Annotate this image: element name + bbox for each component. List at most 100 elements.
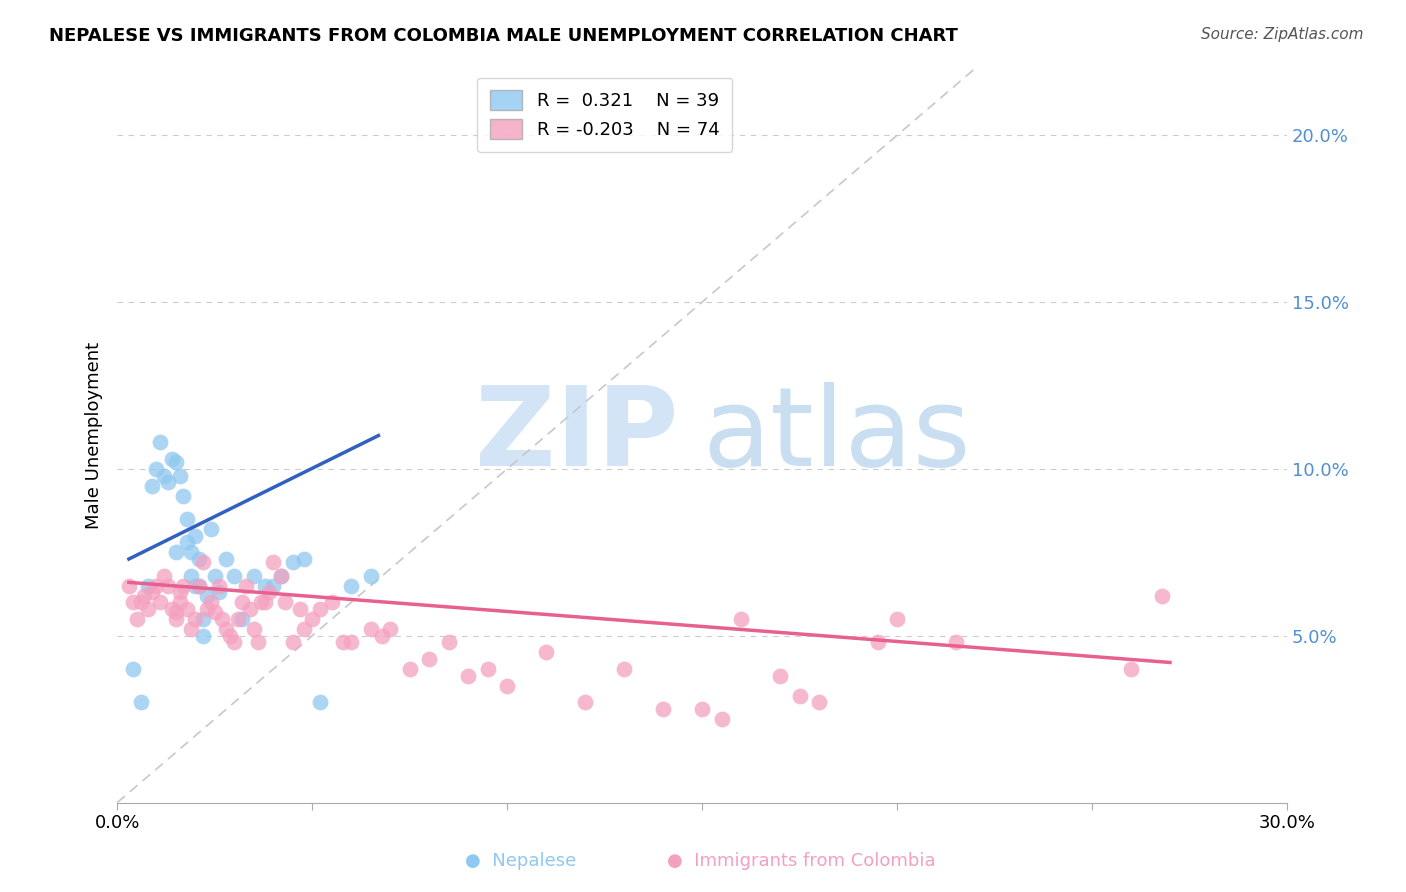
Point xyxy=(292,552,315,566)
Point xyxy=(184,612,207,626)
Point xyxy=(195,602,218,616)
Point xyxy=(613,662,636,676)
Point xyxy=(231,612,253,626)
Point xyxy=(378,622,401,636)
Point xyxy=(204,606,226,620)
Point xyxy=(191,612,214,626)
Point xyxy=(321,595,343,609)
Point xyxy=(180,545,202,559)
Point xyxy=(200,522,222,536)
Point xyxy=(437,635,460,649)
Point xyxy=(211,612,233,626)
Point xyxy=(534,645,557,659)
Point xyxy=(184,579,207,593)
Legend: R =  0.321    N = 39, R = -0.203    N = 74: R = 0.321 N = 39, R = -0.203 N = 74 xyxy=(477,78,733,152)
Y-axis label: Male Unemployment: Male Unemployment xyxy=(86,342,103,529)
Point xyxy=(165,612,187,626)
Point xyxy=(118,579,141,593)
Point xyxy=(226,612,249,626)
Point xyxy=(360,622,382,636)
Point xyxy=(176,512,198,526)
Point xyxy=(270,568,292,582)
Point xyxy=(188,579,211,593)
Point xyxy=(309,696,332,710)
Point xyxy=(574,696,596,710)
Point xyxy=(149,435,172,450)
Point xyxy=(121,595,143,609)
Point xyxy=(160,451,183,466)
Point xyxy=(254,579,277,593)
Point xyxy=(180,568,202,582)
Text: ZIP: ZIP xyxy=(475,382,679,489)
Point xyxy=(259,585,281,599)
Point xyxy=(292,622,315,636)
Point xyxy=(730,612,752,626)
Point xyxy=(121,662,143,676)
Point xyxy=(457,669,479,683)
Point xyxy=(207,579,229,593)
Point xyxy=(239,602,262,616)
Point xyxy=(141,585,163,599)
Text: ●  Nepalese: ● Nepalese xyxy=(464,852,576,870)
Point xyxy=(165,545,187,559)
Point xyxy=(129,696,152,710)
Point xyxy=(156,475,179,490)
Point xyxy=(262,579,284,593)
Point xyxy=(477,662,499,676)
Point xyxy=(145,579,167,593)
Text: ●  Immigrants from Colombia: ● Immigrants from Colombia xyxy=(666,852,936,870)
Point xyxy=(652,702,675,716)
Point xyxy=(332,635,354,649)
Point xyxy=(188,579,211,593)
Point xyxy=(789,689,811,703)
Point xyxy=(769,669,792,683)
Point xyxy=(176,602,198,616)
Point xyxy=(309,602,332,616)
Point xyxy=(340,635,363,649)
Point xyxy=(246,635,269,649)
Point xyxy=(172,489,194,503)
Point xyxy=(200,595,222,609)
Point xyxy=(207,585,229,599)
Point xyxy=(224,635,246,649)
Point xyxy=(281,555,304,569)
Point xyxy=(270,568,292,582)
Point xyxy=(138,602,160,616)
Point xyxy=(340,579,363,593)
Point xyxy=(808,696,831,710)
Point xyxy=(184,529,207,543)
Point xyxy=(169,585,191,599)
Point xyxy=(138,579,160,593)
Point xyxy=(188,552,211,566)
Point xyxy=(165,455,187,469)
Point xyxy=(145,462,167,476)
Point xyxy=(262,555,284,569)
Point xyxy=(195,589,218,603)
Point xyxy=(149,595,172,609)
Point xyxy=(398,662,420,676)
Point xyxy=(153,468,176,483)
Point xyxy=(224,568,246,582)
Point xyxy=(690,702,713,716)
Point xyxy=(945,635,967,649)
Point xyxy=(866,635,889,649)
Point xyxy=(156,579,179,593)
Point xyxy=(254,595,277,609)
Point xyxy=(215,552,238,566)
Point xyxy=(281,635,304,649)
Point xyxy=(180,622,202,636)
Point xyxy=(496,679,519,693)
Point xyxy=(242,622,264,636)
Point xyxy=(360,568,382,582)
Point xyxy=(710,712,733,726)
Point xyxy=(886,612,908,626)
Point xyxy=(1152,589,1174,603)
Point xyxy=(418,652,440,666)
Point xyxy=(165,606,187,620)
Point xyxy=(169,468,191,483)
Point xyxy=(235,579,257,593)
Point xyxy=(191,629,214,643)
Point xyxy=(290,602,312,616)
Point xyxy=(1119,662,1142,676)
Point xyxy=(176,535,198,549)
